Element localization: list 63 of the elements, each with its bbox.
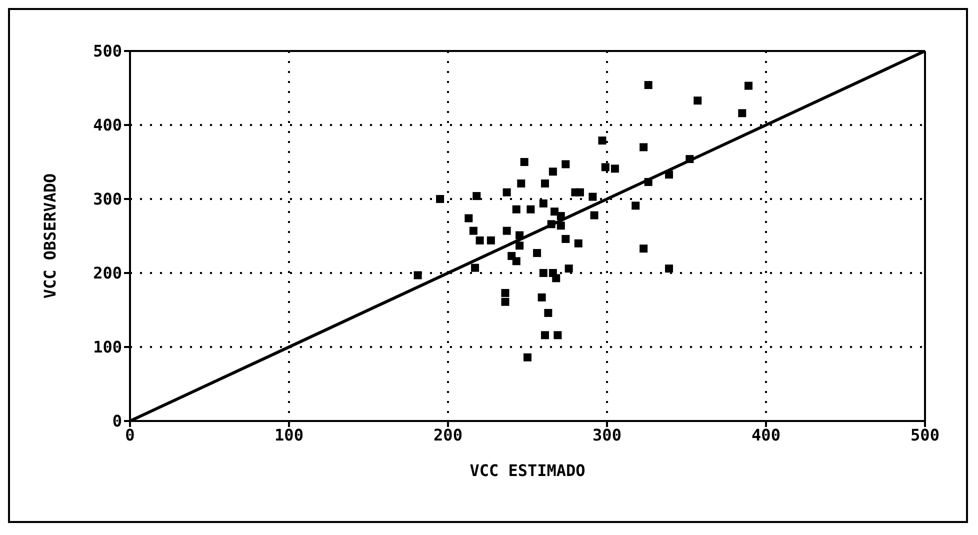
point [476,236,484,244]
y-axis-title: VCC OBSERVADO [40,173,60,299]
y-tick-label: 300 [93,190,122,209]
point [436,195,444,203]
x-tick-label: 200 [434,425,462,444]
point [502,226,511,235]
point [526,205,535,214]
point [564,264,573,273]
point [562,160,570,168]
point [486,236,495,244]
point [738,109,746,118]
point [501,298,510,306]
y-tick-label: 0 [112,412,122,431]
point [471,264,480,272]
point [601,163,610,172]
point [574,239,582,248]
point [517,179,526,188]
point [598,136,606,145]
point [562,234,570,243]
point [744,82,753,90]
y-tick-label: 400 [93,116,122,135]
point [469,226,478,235]
point [516,242,524,250]
point [548,168,557,176]
point [520,158,528,166]
point [556,222,565,230]
point [610,164,619,173]
point [538,293,546,302]
point [540,179,549,188]
point [540,331,549,340]
point [533,249,542,258]
point [552,274,560,282]
point [524,353,532,362]
point [472,192,481,200]
x-tick-label: 400 [752,425,780,444]
point [590,211,598,220]
point [694,96,702,105]
point [640,244,648,253]
point [665,264,674,273]
x-tick-label: 500 [910,425,940,444]
x-tick-label: 0 [125,425,135,444]
point [576,188,584,196]
point [414,271,422,280]
point [544,308,552,317]
point [501,288,510,297]
point [640,143,648,152]
point [632,202,640,210]
point [464,214,473,222]
point [539,199,548,208]
y-tick-label: 500 [93,42,122,61]
y-tick-label: 200 [93,264,122,283]
point [512,257,520,266]
point [539,269,548,277]
x-tick-label: 100 [274,425,304,444]
y-tick-label: 100 [93,338,122,357]
x-tick-label: 300 [592,425,622,444]
point [644,81,652,90]
x-axis-title: VCC ESTIMADO [470,461,586,480]
point [512,205,520,214]
point [502,188,511,196]
point [588,192,597,201]
point [550,208,559,216]
point [554,331,562,340]
